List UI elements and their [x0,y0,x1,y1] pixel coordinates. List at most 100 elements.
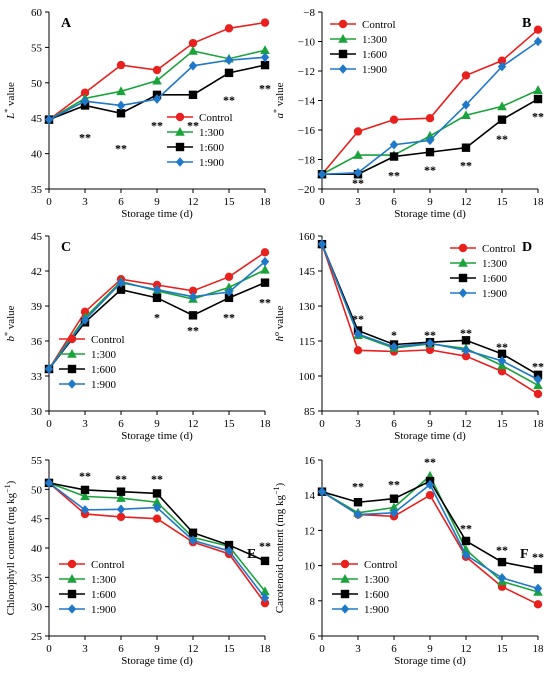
data-point [353,329,363,339]
x-tick-label: 0 [319,196,325,208]
data-point [353,509,363,520]
data-point [497,349,507,359]
data-point [317,169,327,180]
data-point [260,586,270,596]
legend-marker [338,19,348,29]
data-point [188,535,198,546]
y-tick-label: 30 [31,406,43,418]
data-point [44,114,54,125]
x-tick-label: 3 [355,196,361,208]
legend-label: 1:900 [91,379,117,391]
y-tick-label: 39 [31,301,43,313]
legend: Control 1:300 1:600 1:900 [330,19,396,76]
data-point [116,285,126,294]
legend-label: 1:600 [91,364,117,376]
data-point [533,94,543,104]
data-point [80,307,90,317]
chart-panel-f: 6 8 10 12 14 16 0 3 6 9 12 15 18 Storage time (d) Caro… [272,455,545,667]
y-axis-label: ho value [272,305,287,341]
y-tick-label: 16 [304,455,316,467]
x-tick-label: 12 [461,418,472,430]
significance-mark: ** [259,539,271,553]
data-point [497,56,507,65]
x-tick-label: 9 [154,418,160,430]
x-axis-label: Storage time (d) [394,655,466,667]
x-tick-label: 15 [497,418,509,430]
panel-letter: F [520,547,529,562]
legend: Control 1:300 1:600 1:900 [59,334,125,391]
data-point [425,147,435,157]
legend-label: 1:900 [364,604,390,616]
y-axis-label-main: b [5,336,17,342]
series-control [317,487,543,609]
series-1-600 [317,239,543,380]
significance-mark: ** [460,158,472,172]
data-point [152,94,162,104]
x-tick-label: 18 [533,418,545,430]
data-point [116,487,126,496]
series-1-300 [44,45,270,124]
significance-mark: ** [388,478,400,492]
legend: Control 1:300 1:600 1:900 [332,559,398,616]
data-point [497,101,507,111]
data-point [497,573,507,583]
significance-mark: * [154,311,160,325]
data-point [224,24,234,33]
significance-mark: ** [79,130,91,144]
data-point [497,61,507,72]
x-tick-label: 18 [260,196,272,208]
data-point [188,90,198,100]
significance-mark: ** [424,328,436,342]
data-point [533,583,543,594]
data-point [80,315,90,325]
legend-marker [175,127,185,136]
y-tick-label: 50 [31,484,43,496]
y-axis-label-main: a [274,113,286,119]
data-point [224,287,234,297]
data-point [461,110,471,120]
data-point [152,75,162,85]
data-point [116,504,126,515]
data-point [461,550,471,560]
y-axis-label-sup: * [3,109,12,113]
data-point [152,497,162,507]
x-tick-label: 9 [427,418,433,430]
significance-mark: ** [496,340,508,354]
panel-letter: A [61,16,72,31]
panel-letter: C [61,240,71,255]
legend-marker [338,49,348,59]
data-point [152,514,162,523]
data-point [497,356,507,366]
significance-mark: ** [259,296,271,310]
significance-mark: ** [259,81,271,95]
x-tick-label: 18 [533,643,545,655]
legend: Control 1:300 1:600 1:900 [167,112,233,169]
data-point [260,598,270,608]
y-axis-label-sup: −1 [3,484,12,493]
data-point [389,152,399,161]
data-point [152,293,162,303]
legend-label: 1:600 [91,589,117,601]
y-tick-label: 145 [299,266,316,278]
y-tick-label: −18 [298,155,316,167]
legend: Control 1:300 1:600 1:900 [59,559,125,616]
y-axis-label: b* value [3,305,18,341]
x-tick-label: 12 [188,196,199,208]
data-point [260,278,270,287]
significance-mark: ** [388,169,400,183]
x-tick-label: 6 [118,196,124,208]
y-tick-label: 100 [299,371,316,383]
data-point [152,65,162,75]
y-axis-label-sup: −1 [272,486,281,495]
x-tick-label: 0 [46,418,52,430]
y-tick-label: 14 [304,490,316,502]
y-axis-label-main: h [274,336,286,342]
data-point [152,284,162,295]
y-tick-label: 55 [31,455,43,467]
y-tick-label: 160 [299,231,316,243]
y-tick-label: 42 [31,266,42,278]
data-point [353,150,363,159]
y-tick-label: 40 [31,149,43,161]
data-point [533,374,543,385]
significance-mark: ** [79,469,91,483]
